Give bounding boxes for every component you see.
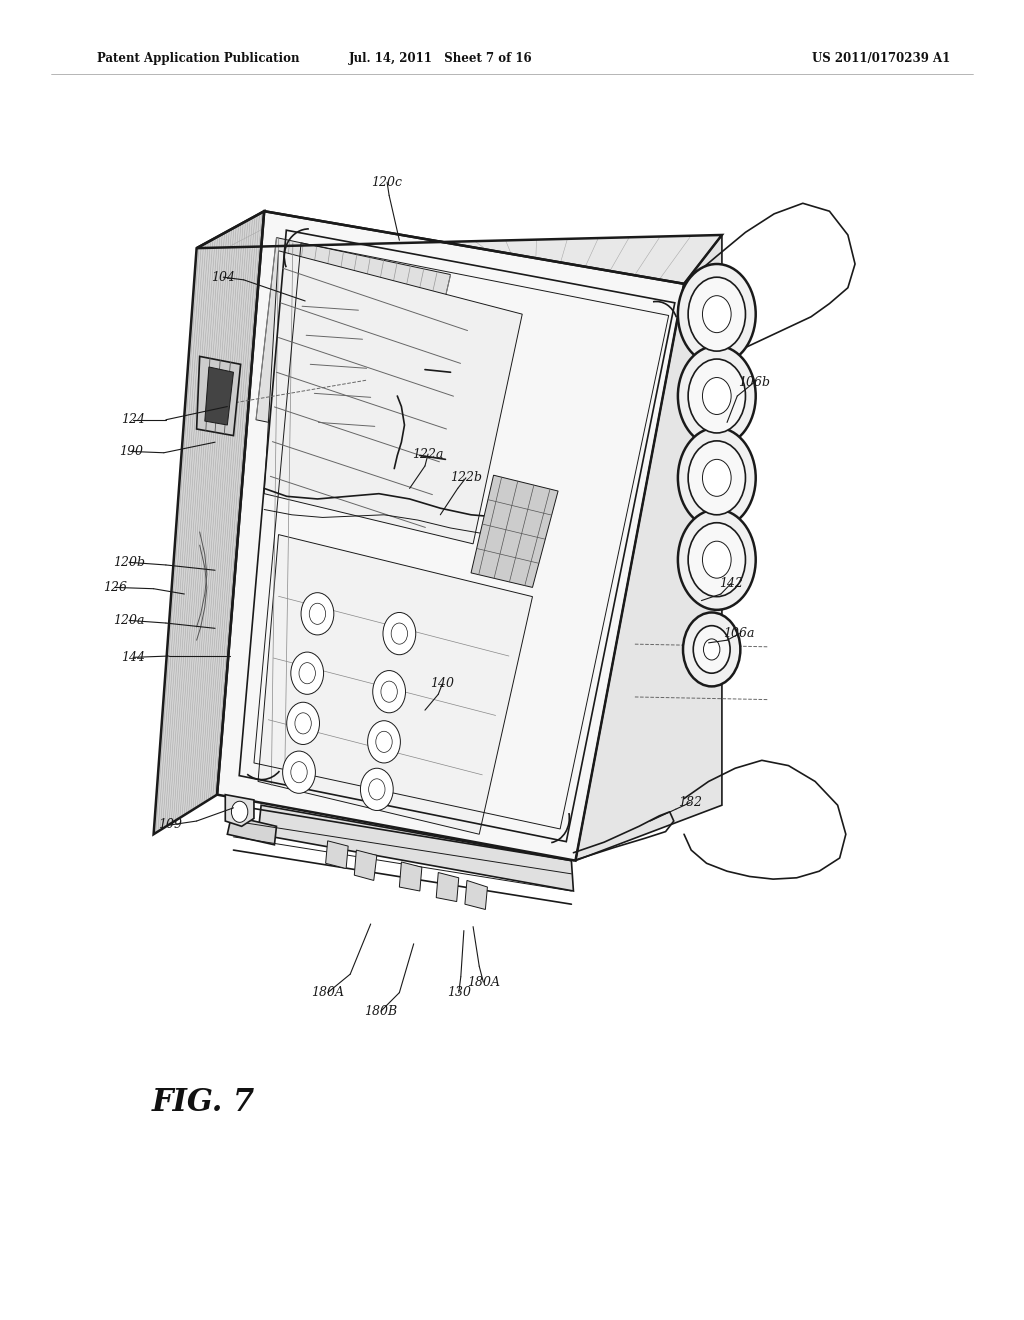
Text: 190: 190	[119, 445, 143, 458]
Circle shape	[291, 652, 324, 694]
Text: 106b: 106b	[737, 376, 770, 389]
Text: 120c: 120c	[372, 176, 402, 189]
Circle shape	[702, 541, 731, 578]
Text: 144: 144	[121, 651, 145, 664]
Polygon shape	[465, 880, 487, 909]
Circle shape	[295, 713, 311, 734]
Text: 180A: 180A	[467, 975, 500, 989]
Circle shape	[688, 441, 745, 515]
Circle shape	[688, 359, 745, 433]
Circle shape	[693, 626, 730, 673]
Circle shape	[373, 671, 406, 713]
Text: 126: 126	[102, 581, 127, 594]
Polygon shape	[256, 238, 451, 451]
Text: 180A: 180A	[311, 986, 344, 999]
Circle shape	[702, 459, 731, 496]
Polygon shape	[436, 873, 459, 902]
Polygon shape	[399, 862, 422, 891]
Polygon shape	[471, 475, 558, 587]
Text: Jul. 14, 2011   Sheet 7 of 16: Jul. 14, 2011 Sheet 7 of 16	[348, 51, 532, 65]
Polygon shape	[154, 211, 264, 834]
Circle shape	[381, 681, 397, 702]
Circle shape	[678, 346, 756, 446]
Circle shape	[678, 510, 756, 610]
Polygon shape	[197, 211, 722, 284]
Circle shape	[360, 768, 393, 810]
Polygon shape	[264, 251, 522, 544]
Text: 122a: 122a	[413, 447, 443, 461]
Circle shape	[391, 623, 408, 644]
Circle shape	[231, 801, 248, 822]
Polygon shape	[225, 795, 254, 826]
Circle shape	[376, 731, 392, 752]
Polygon shape	[258, 535, 532, 834]
Circle shape	[299, 663, 315, 684]
Circle shape	[369, 779, 385, 800]
Circle shape	[368, 721, 400, 763]
Polygon shape	[326, 841, 348, 869]
Text: 120b: 120b	[113, 556, 145, 569]
Circle shape	[702, 378, 731, 414]
Text: Patent Application Publication: Patent Application Publication	[97, 51, 300, 65]
Text: 182: 182	[678, 796, 702, 809]
Circle shape	[283, 751, 315, 793]
Circle shape	[287, 702, 319, 744]
Circle shape	[703, 639, 720, 660]
Text: 106a: 106a	[724, 627, 755, 640]
Polygon shape	[258, 805, 573, 891]
Polygon shape	[217, 211, 684, 861]
Circle shape	[383, 612, 416, 655]
Text: FIG. 7: FIG. 7	[152, 1086, 255, 1118]
Text: 124: 124	[121, 413, 145, 426]
Polygon shape	[354, 850, 377, 880]
Text: 180B: 180B	[365, 1005, 397, 1018]
Text: US 2011/0170239 A1: US 2011/0170239 A1	[811, 51, 950, 65]
Polygon shape	[227, 816, 276, 845]
Text: 122b: 122b	[450, 471, 482, 484]
Circle shape	[688, 277, 745, 351]
Polygon shape	[197, 356, 241, 436]
Circle shape	[702, 296, 731, 333]
Text: 142: 142	[719, 577, 743, 590]
Circle shape	[683, 612, 740, 686]
Text: 120a: 120a	[114, 614, 144, 627]
Circle shape	[678, 264, 756, 364]
Text: 104: 104	[211, 271, 236, 284]
Circle shape	[291, 762, 307, 783]
Polygon shape	[575, 235, 722, 861]
Text: 140: 140	[430, 677, 455, 690]
Text: 109: 109	[158, 818, 182, 832]
Circle shape	[301, 593, 334, 635]
Circle shape	[688, 523, 745, 597]
Polygon shape	[205, 367, 233, 425]
Circle shape	[678, 428, 756, 528]
Circle shape	[309, 603, 326, 624]
Text: 130: 130	[446, 986, 471, 999]
